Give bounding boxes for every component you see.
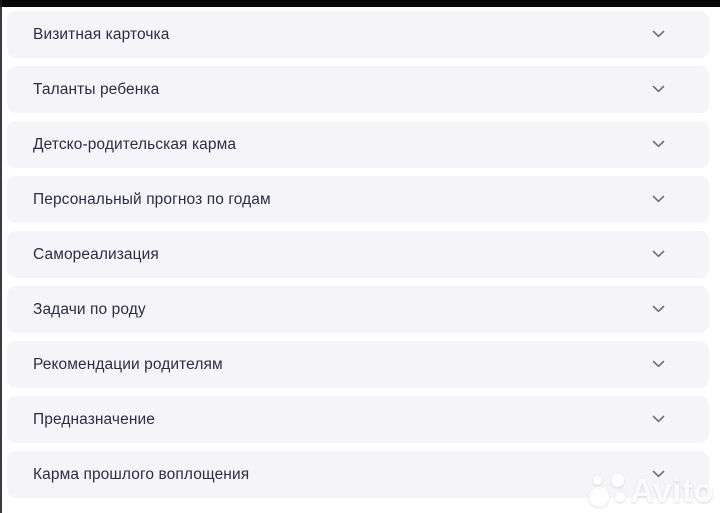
chevron-down-icon xyxy=(652,360,665,369)
accordion-item-label: Самореализация xyxy=(33,245,159,263)
chevron-down-icon xyxy=(652,250,665,259)
top-edge-bar xyxy=(0,0,720,7)
accordion-item-parent-recommendations[interactable]: Рекомендации родителям xyxy=(7,341,709,388)
accordion-item-label: Задачи по роду xyxy=(33,300,146,318)
chevron-down-icon xyxy=(652,305,665,314)
accordion-item-family-tasks[interactable]: Задачи по роду xyxy=(7,286,709,333)
accordion-item-label: Визитная карточка xyxy=(33,25,170,43)
accordion-item-self-realization[interactable]: Самореализация xyxy=(7,231,709,278)
accordion-item-child-talents[interactable]: Таланты ребенка xyxy=(7,66,709,113)
chevron-down-icon xyxy=(652,140,665,149)
chevron-down-icon xyxy=(652,415,665,424)
accordion-item-label: Персональный прогноз по годам xyxy=(33,190,271,208)
accordion-item-label: Детско-родительская карма xyxy=(33,135,237,153)
accordion-item-past-life-karma[interactable]: Карма прошлого воплощения xyxy=(7,451,709,498)
accordion-item-label: Рекомендации родителям xyxy=(33,355,223,373)
accordion-list: Визитная карточка Таланты ребенка Детско… xyxy=(7,11,709,506)
accordion-item-label: Карма прошлого воплощения xyxy=(33,465,250,483)
left-edge-line xyxy=(0,0,2,513)
accordion-item-label: Предназначение xyxy=(33,410,155,428)
chevron-down-icon xyxy=(652,30,665,39)
accordion-item-destiny[interactable]: Предназначение xyxy=(7,396,709,443)
chevron-down-icon xyxy=(652,470,665,479)
chevron-down-icon xyxy=(652,195,665,204)
accordion-item-child-parent-karma[interactable]: Детско-родительская карма xyxy=(7,121,709,168)
accordion-item-personal-forecast[interactable]: Персональный прогноз по годам xyxy=(7,176,709,223)
accordion-item-label: Таланты ребенка xyxy=(33,80,160,98)
chevron-down-icon xyxy=(652,85,665,94)
accordion-item-business-card[interactable]: Визитная карточка xyxy=(7,11,709,58)
